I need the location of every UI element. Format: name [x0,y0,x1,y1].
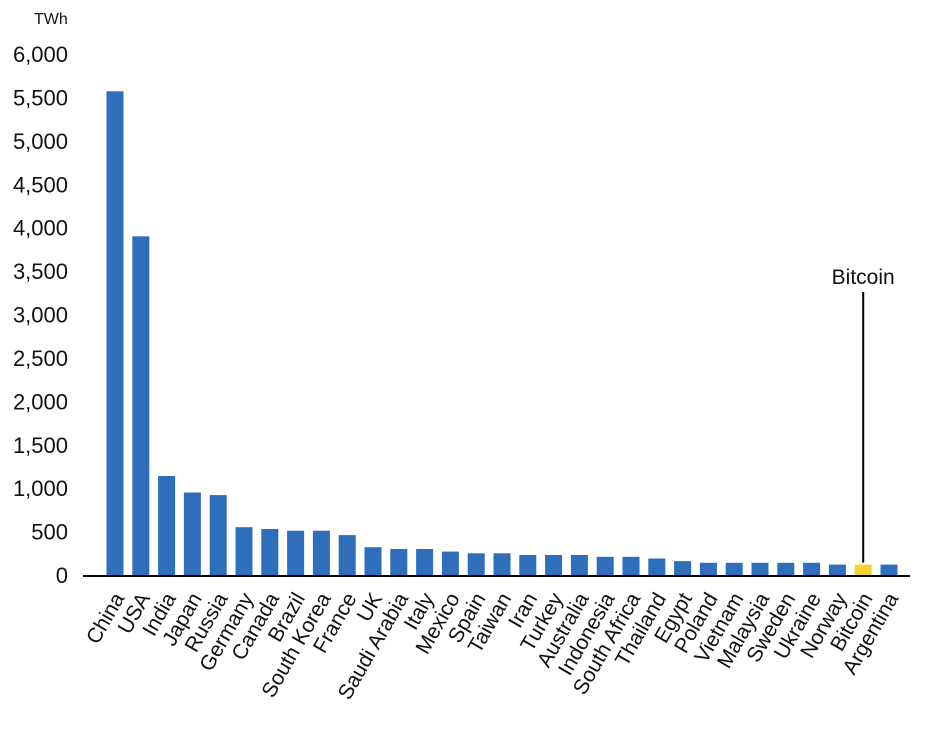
annotations: Bitcoin [832,266,895,563]
bar [364,547,382,575]
y-tick-label: 3,500 [13,259,68,284]
y-tick-label: 6,000 [13,42,68,67]
y-tick-label: 4,000 [13,216,68,241]
bar [674,561,692,575]
bar [209,495,227,575]
bar [648,558,666,575]
y-tick-label: 2,000 [13,389,68,414]
annotation-label: Bitcoin [832,266,895,289]
y-tick-label: 1,500 [13,433,68,458]
bar [803,562,821,575]
bar [751,562,769,575]
bar [183,492,201,575]
y-tick-label: 2,500 [13,346,68,371]
bar [416,549,434,575]
y-tick-label: 3,000 [13,303,68,328]
bar [441,551,459,575]
bar [106,91,124,576]
y-tick-label: 5,500 [13,85,68,110]
y-tick-label: 1,000 [13,476,68,501]
bar [158,476,176,575]
y-tick-label: 4,500 [13,172,68,197]
y-tick-label: 5,000 [13,129,68,154]
bar [235,527,253,575]
y-tick-label: 500 [31,520,68,545]
bar [699,562,717,575]
bar [545,555,563,575]
bar [854,564,872,575]
bar [493,553,511,575]
bar [880,564,898,575]
y-axis-ticks: 0 500 1,000 1,500 2,000 2,500 3,000 3,500 4,000 4… [13,42,68,588]
y-axis-unit-label: TWh [34,11,68,28]
bar [287,530,305,575]
bar [828,564,846,575]
bar [622,556,640,575]
bar [519,555,537,575]
bar [338,535,356,575]
bar [725,562,743,575]
bars [106,91,898,576]
bar [132,236,150,576]
bar [596,556,614,575]
x-axis-labels: ChinaUSAIndiaJapanRussiaGermanyCanadaBra… [82,589,904,704]
bar [467,553,485,575]
bar [261,529,279,575]
bar [777,562,795,575]
bar [390,549,408,575]
bar [570,555,588,575]
bar [312,530,330,575]
y-tick-label: 0 [56,563,68,588]
